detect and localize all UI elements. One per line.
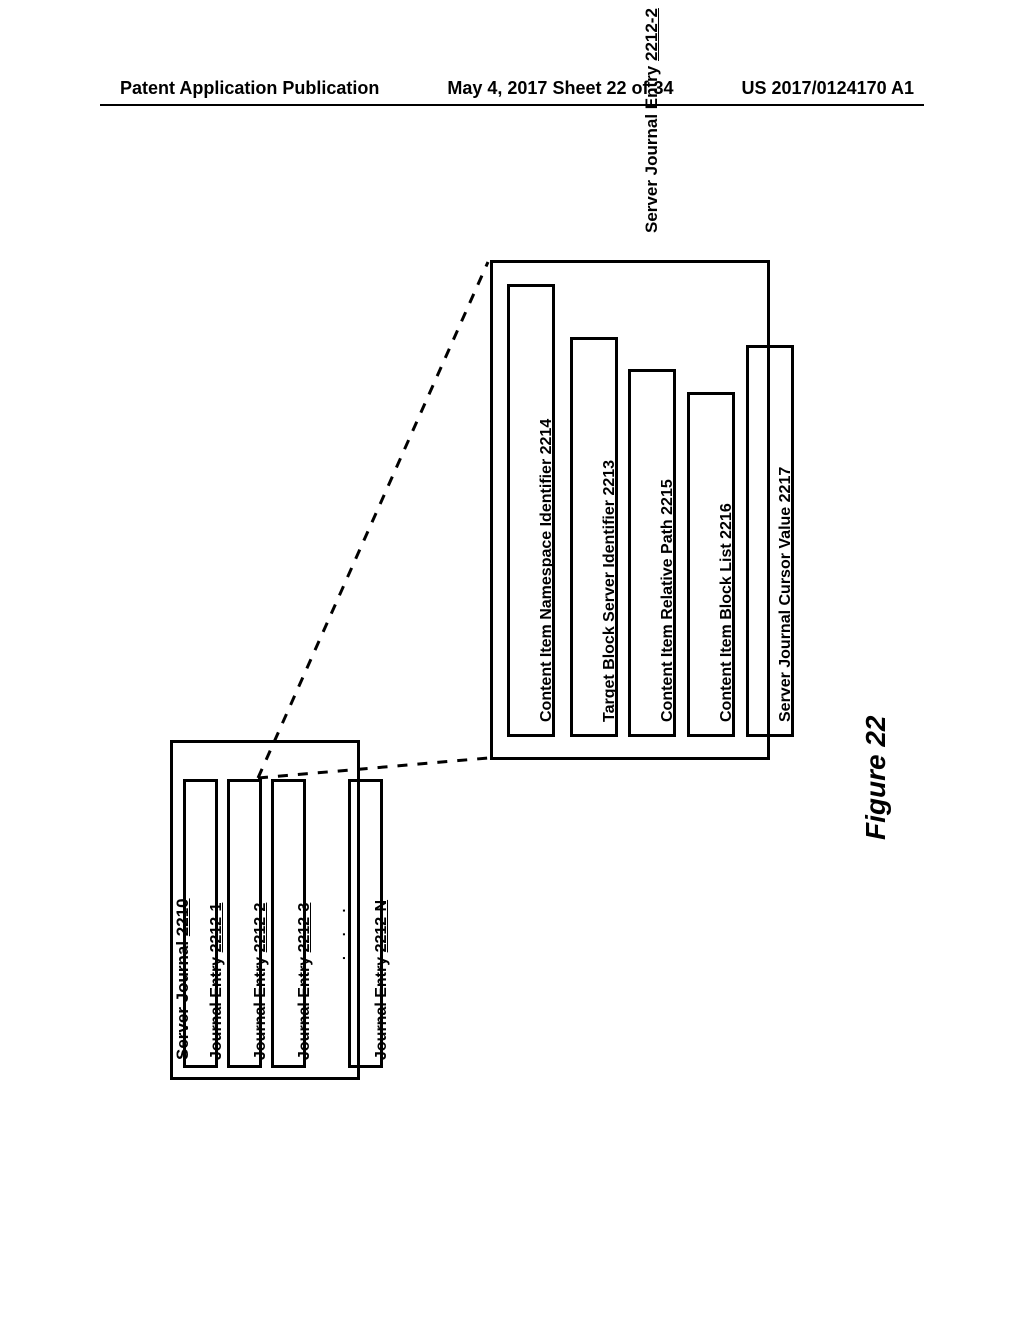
- journal-title-text: Server Journal: [173, 941, 192, 1060]
- journal-ellipsis: . . .: [332, 901, 348, 960]
- field-label-namespace-id: Content Item Namespace Identifier 2214: [538, 419, 556, 722]
- field-label-relative-path: Content Item Relative Path 2215: [659, 479, 677, 722]
- field-label-cursor-value: Server Journal Cursor Value 2217: [777, 467, 795, 722]
- entry-text: Journal Entry: [296, 957, 313, 1060]
- header-right: US 2017/0124170 A1: [742, 78, 914, 99]
- field-ref: 2216: [718, 503, 735, 539]
- entry-text: Journal Entry: [373, 957, 390, 1060]
- field-text: Server Journal Cursor Value: [777, 507, 794, 722]
- header-middle: May 4, 2017 Sheet 22 of 34: [447, 78, 673, 99]
- field-label-block-list: Content Item Block List 2216: [718, 503, 736, 722]
- journal-entry-n-label: Journal Entry 2212-N: [373, 900, 391, 1060]
- page-header: Patent Application Publication May 4, 20…: [0, 78, 1024, 99]
- field-ref: 2214: [538, 419, 555, 455]
- diagram-area: Server Journal Entry 2212-2 Content Item…: [170, 260, 890, 1100]
- header-left: Patent Application Publication: [120, 78, 379, 99]
- journal-title-ref: 2210: [173, 898, 192, 936]
- field-text: Content Item Relative Path: [659, 519, 676, 722]
- entry-text: Journal Entry: [208, 957, 225, 1060]
- entry-ref: 2212-N: [373, 900, 390, 952]
- journal-entry-3-label: Journal Entry 2212-3: [296, 903, 314, 1060]
- detail-title-ref: 2212-2: [642, 8, 661, 61]
- detail-title: Server Journal Entry 2212-2: [642, 8, 662, 233]
- field-ref: 2215: [659, 479, 676, 515]
- entry-text: Journal Entry: [252, 957, 269, 1060]
- journal-entry-1-label: Journal Entry 2212-1: [208, 903, 226, 1060]
- field-ref: 2217: [777, 467, 794, 503]
- field-label-target-block-server-id: Target Block Server Identifier 2213: [601, 460, 619, 722]
- journal-title: Server Journal 2210: [173, 898, 193, 1060]
- header-rule: [100, 104, 924, 106]
- entry-ref: 2212-3: [296, 903, 313, 953]
- journal-entry-2-label: Journal Entry 2212-2: [252, 903, 270, 1060]
- figure-caption: Figure 22: [860, 716, 892, 840]
- field-ref: 2213: [601, 460, 618, 496]
- entry-ref: 2212-2: [252, 903, 269, 953]
- field-text: Target Block Server Identifier: [601, 500, 618, 722]
- detail-title-text: Server Journal Entry: [642, 66, 661, 233]
- field-text: Content Item Namespace Identifier: [538, 459, 555, 722]
- field-text: Content Item Block List: [718, 543, 735, 722]
- entry-ref: 2212-1: [208, 903, 225, 953]
